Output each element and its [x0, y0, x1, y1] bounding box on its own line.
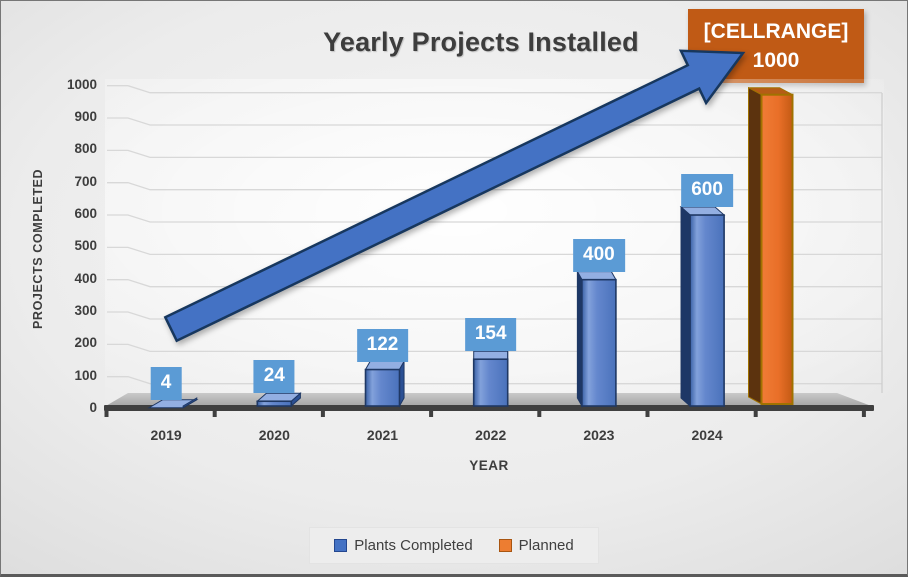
- legend-swatch-orange-icon: [498, 539, 512, 552]
- bar-2024-side-face: [680, 205, 691, 408]
- data-label-2022[interactable]: 154: [464, 318, 517, 352]
- legend-swatch-blue-icon: [334, 539, 348, 552]
- gridline-100: [107, 376, 882, 385]
- bar-2024-front-face: [689, 214, 725, 407]
- x-tick-2022: 2022: [475, 427, 507, 443]
- x-axis-tick: [861, 410, 866, 417]
- bar-2021-front-face: [364, 368, 401, 407]
- data-label-2021[interactable]: 122: [356, 328, 409, 362]
- bar-2021-side-face: [399, 359, 405, 408]
- data-label-2020[interactable]: 24: [253, 360, 295, 394]
- y-tick-700: 700: [74, 173, 97, 189]
- y-tick-100: 100: [74, 367, 97, 383]
- bar-planned-front-face: [760, 93, 794, 405]
- bar-planned-top-face: [748, 87, 793, 96]
- bar-2022-front-face: [472, 358, 509, 407]
- legend-label-planned: Planned: [518, 537, 574, 554]
- bar-2019-top-face: [147, 399, 199, 409]
- chart-title[interactable]: Yearly Projects Installed: [323, 27, 639, 57]
- y-tick-500: 500: [74, 238, 97, 254]
- bars-group: [147, 86, 794, 409]
- gridline-1000: [107, 85, 882, 94]
- y-tick-0: 0: [89, 400, 97, 415]
- legend-item-planned[interactable]: Planned: [498, 537, 574, 554]
- y-tick-400: 400: [74, 270, 97, 286]
- x-axis-tick: [645, 410, 650, 417]
- x-axis-tick: [753, 410, 758, 417]
- x-axis-tick: [104, 410, 109, 417]
- y-tick-800: 800: [74, 141, 97, 157]
- x-tick-2020: 2020: [258, 427, 290, 443]
- bar-2024-top-face: [679, 206, 726, 216]
- x-axis-tick: [320, 410, 325, 417]
- y-tick-300: 300: [74, 303, 97, 318]
- bar-planned-side-face: [748, 86, 762, 405]
- bar-2024[interactable]: [679, 205, 726, 408]
- floor: [104, 393, 874, 407]
- bar-2023-front-face: [581, 278, 617, 407]
- x-tick-2024: 2024: [691, 427, 723, 443]
- gridline-700: [107, 182, 882, 191]
- bar-2020-top-face: [255, 392, 302, 402]
- callout-value-text: 1000: [752, 49, 800, 72]
- chart-legend: Plants Completed Planned: [309, 527, 599, 564]
- x-axis-tick: [537, 410, 542, 417]
- callout-cellrange-text: [CELLRANGE]: [703, 20, 849, 43]
- x-tick-2019: 2019: [150, 427, 182, 443]
- bar-planned[interactable]: [748, 86, 794, 405]
- bar-2022-top-face: [473, 350, 509, 360]
- bar-2020-front-face: [256, 400, 293, 407]
- bar-2020-side-face: [290, 392, 301, 408]
- legend-label-plants-completed: Plants Completed: [354, 537, 473, 554]
- bar-2022[interactable]: [472, 350, 509, 407]
- data-label-2019[interactable]: 4: [150, 366, 182, 400]
- bar-2019-side-face: [182, 397, 198, 409]
- gridline-500: [107, 246, 882, 255]
- growth-arrow[interactable]: [163, 49, 746, 343]
- x-axis-tick: [429, 410, 434, 417]
- gridline-900: [107, 117, 882, 126]
- x-axis-line: [104, 405, 874, 411]
- bar-2021[interactable]: [364, 359, 405, 408]
- gridline-800: [107, 149, 882, 159]
- gridline-400: [107, 279, 882, 288]
- legend-item-plants-completed[interactable]: Plants Completed: [334, 537, 473, 554]
- data-label-2024[interactable]: 600: [681, 174, 733, 208]
- y-tick-1000: 1000: [66, 76, 97, 92]
- bar-2023-top-face: [576, 271, 617, 281]
- bar-2020[interactable]: [255, 392, 302, 408]
- y-tick-600: 600: [74, 206, 97, 222]
- back-wall: [105, 79, 884, 409]
- x-axis-ticks: [104, 410, 866, 417]
- data-label-2023[interactable]: 400: [573, 238, 625, 272]
- x-tick-2021: 2021: [366, 427, 399, 443]
- y-tick-900: 900: [74, 109, 97, 125]
- x-tick-2023: 2023: [583, 427, 615, 443]
- x-axis-tick: [212, 410, 217, 417]
- bar-2023[interactable]: [576, 269, 617, 408]
- bar-2023-side-face: [576, 269, 583, 408]
- bar-2021-top-face: [364, 361, 405, 371]
- x-axis-title: YEAR: [469, 458, 509, 473]
- y-tick-200: 200: [74, 335, 97, 351]
- gridline-600: [107, 214, 882, 223]
